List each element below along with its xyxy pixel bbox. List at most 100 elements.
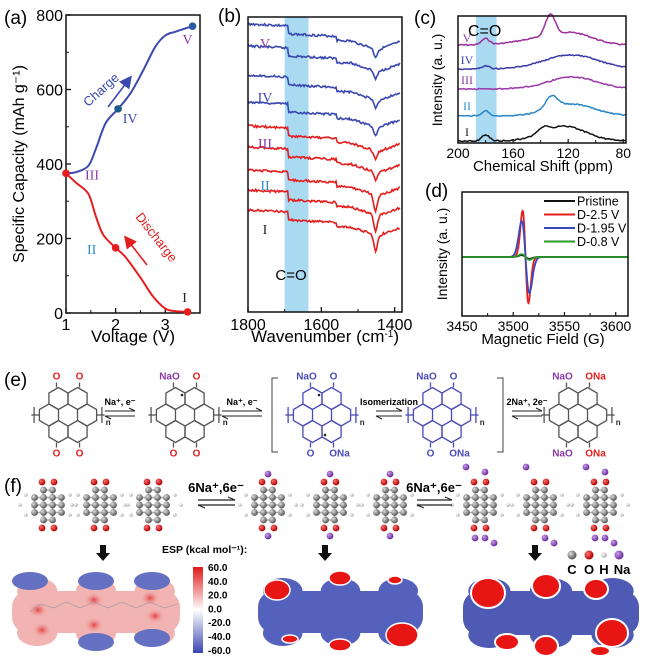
carbon-atom bbox=[92, 509, 99, 516]
hydrogen-atom bbox=[244, 513, 248, 517]
oxygen-atom bbox=[590, 524, 598, 532]
panel-f-label: (f) bbox=[4, 476, 22, 497]
carbon-atom bbox=[391, 516, 398, 524]
molecule-unit bbox=[510, 463, 570, 547]
y-tick-label: 200 bbox=[36, 232, 63, 249]
esp-body bbox=[12, 591, 180, 633]
subscript-n: n bbox=[106, 418, 111, 427]
oxygen-atom bbox=[482, 524, 490, 532]
carbon-atom bbox=[313, 494, 320, 501]
esp-body bbox=[463, 591, 639, 635]
carbon-atom bbox=[400, 509, 407, 516]
carbon-atom bbox=[331, 501, 338, 509]
pyrene-unit: n NaO O O ONa bbox=[285, 372, 365, 460]
oxygen-atom bbox=[143, 478, 151, 486]
ring-bond bbox=[184, 386, 205, 411]
ir-trace bbox=[247, 208, 401, 255]
carbon-atom bbox=[31, 501, 38, 509]
panel-d-frame bbox=[461, 191, 629, 317]
panel-e-label: (e) bbox=[4, 370, 27, 391]
esp-surface bbox=[463, 573, 639, 657]
charge-curve bbox=[65, 25, 193, 175]
atom-label: NaO bbox=[552, 372, 573, 383]
carbon-atom bbox=[490, 501, 497, 509]
charge-arrow bbox=[107, 75, 132, 108]
carbon-atom bbox=[592, 501, 599, 509]
carbon-atom bbox=[391, 494, 398, 501]
carbon-atom bbox=[278, 494, 285, 501]
carbon-atom bbox=[481, 516, 488, 524]
carbon-atom bbox=[269, 501, 276, 509]
oxygen-atom bbox=[90, 524, 98, 532]
atom-label: O bbox=[193, 372, 201, 383]
hydrogen-atom bbox=[24, 513, 28, 517]
oxygen-atom bbox=[155, 478, 163, 486]
positive-lobe bbox=[589, 645, 611, 657]
panel-d-xlabel: Magnetic Field (G) bbox=[481, 331, 604, 348]
carbon-atom bbox=[373, 509, 380, 516]
positive-lobe bbox=[470, 577, 506, 609]
arrow-head bbox=[221, 415, 229, 420]
carbon-atom bbox=[269, 509, 276, 516]
atom-legend-ball bbox=[584, 550, 594, 560]
carbon-atom bbox=[340, 509, 347, 516]
arrow-head bbox=[511, 415, 519, 420]
positive-lobe bbox=[531, 573, 561, 599]
reaction-condition: Na⁺, e⁻ bbox=[104, 397, 135, 407]
molecule-unit bbox=[238, 470, 298, 540]
atom-label: O bbox=[427, 449, 435, 460]
ring-bond bbox=[184, 419, 205, 444]
atom-label: ONa bbox=[329, 449, 350, 460]
positive-lobe bbox=[328, 570, 352, 586]
oxygen-atom bbox=[530, 524, 538, 532]
carbon-atom bbox=[251, 494, 258, 501]
arrow-head bbox=[255, 407, 263, 412]
esp-lobe bbox=[378, 578, 419, 604]
carbon-atom bbox=[400, 501, 407, 509]
hydrogen-atom bbox=[576, 493, 580, 497]
positive-lobe bbox=[385, 622, 419, 648]
ring-bond bbox=[48, 386, 69, 411]
carbon-atom bbox=[610, 501, 617, 509]
carbon-atom bbox=[550, 494, 557, 501]
carbon-atom bbox=[550, 501, 557, 509]
oxygen-atom bbox=[258, 478, 266, 486]
carbon-atom bbox=[532, 509, 539, 516]
hydrogen-atom bbox=[68, 493, 72, 497]
y-tick-label: 800 bbox=[36, 8, 63, 25]
nmr-trace bbox=[457, 94, 627, 118]
ir-trace bbox=[247, 43, 401, 82]
atom-legend-ball bbox=[601, 552, 607, 558]
carbon-atom bbox=[340, 501, 347, 509]
ring-bond bbox=[67, 386, 88, 411]
carbon-atom bbox=[40, 509, 47, 516]
carbon-atom bbox=[382, 509, 389, 516]
hydrogen-atom bbox=[360, 503, 364, 507]
positive-spot bbox=[145, 608, 165, 624]
arrow-head bbox=[535, 407, 543, 412]
carbon-atom bbox=[278, 509, 285, 516]
carbon-atom bbox=[101, 509, 108, 516]
carbon-atom bbox=[373, 501, 380, 509]
carbon-atom bbox=[583, 509, 590, 516]
molecule-unit bbox=[18, 478, 78, 532]
esp-lobe bbox=[320, 578, 361, 604]
carbon-atom bbox=[541, 486, 548, 494]
nmr-trace bbox=[457, 124, 626, 143]
subscript-n: n bbox=[616, 418, 621, 427]
atom-label: O bbox=[53, 449, 61, 460]
skeleton-lines bbox=[29, 601, 179, 613]
carbon-atom bbox=[40, 516, 47, 524]
sodium-atom bbox=[522, 463, 530, 471]
atom-legend-symbol: O bbox=[584, 562, 594, 577]
oxygen-atom bbox=[320, 524, 328, 532]
carbon-atom bbox=[322, 509, 329, 516]
spectrum-label: V bbox=[463, 31, 472, 45]
panel-a-xlabel: Voltage (V) bbox=[91, 327, 175, 346]
carbon-atom bbox=[110, 509, 117, 516]
carbon-atom bbox=[523, 494, 530, 501]
oxygen-atom bbox=[50, 478, 58, 486]
carbon-atom bbox=[154, 486, 161, 494]
atom-label: O bbox=[53, 372, 61, 383]
